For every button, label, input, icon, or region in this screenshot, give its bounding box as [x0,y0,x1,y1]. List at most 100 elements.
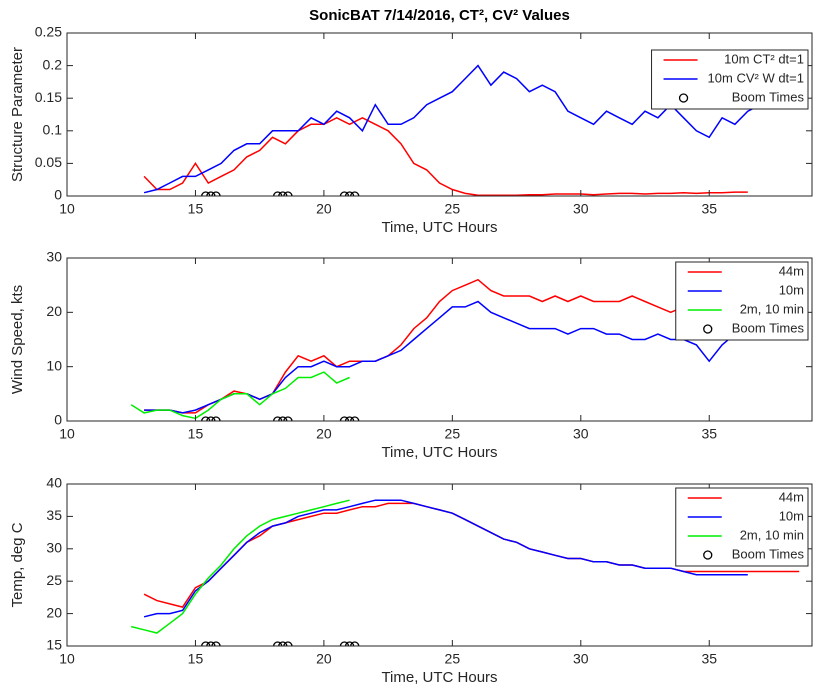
y-tick-label: 20 [46,604,62,620]
y-tick-label: 0.2 [43,56,63,72]
x-tick-label: 15 [188,201,204,217]
legend: 44m 10m 2m, 10 min Boom Times [675,261,809,341]
data-layer [143,64,761,196]
boom-marker [339,641,350,646]
boom-marker [339,416,350,421]
legend-label: 44m [779,489,804,504]
x-axis-label: Time, UTC Hours [381,444,497,461]
x-tick-label: 35 [701,651,717,667]
x-tick-label: 25 [445,651,461,667]
boom-marker [344,416,355,421]
x-tick-label: 15 [188,651,204,667]
boom-marker [206,416,216,421]
boom-marker [344,641,355,646]
series-line [131,499,350,634]
boom-marker [350,641,360,646]
boom-marker [344,191,355,196]
legend-marker [703,324,713,334]
y-axis-label: Structure Parameter [9,47,26,182]
legend-label: 2m, 10 min [740,527,804,542]
x-tick-label: 25 [445,426,461,442]
data-layer [130,278,736,421]
y-axis-label: Wind Speed, kts [9,285,26,394]
legend-box [675,261,809,341]
legend-marker [703,550,713,560]
legend: 10m CT² dt=1 10m CV² W dt=1 Boom Times [651,49,809,110]
y-tick-label: 0.15 [35,89,62,105]
data-layer [131,499,800,646]
x-axis-label: Time, UTC Hours [381,669,497,686]
y-tick-label: 25 [46,572,62,588]
x-tick-label: 20 [316,201,332,217]
boom-marker [283,191,293,196]
x-axis-label: Time, UTC Hours [381,219,497,236]
boom-marker [211,191,221,196]
axes-box [66,32,813,197]
legend-label: Boom Times [732,546,805,561]
boom-marker [273,641,283,646]
legend-label: Boom Times [732,320,805,335]
x-tick-label: 35 [701,426,717,442]
y-tick-label: 15 [46,637,62,653]
boom-marker [283,641,293,646]
y-tick-label: 0.25 [35,24,62,40]
x-tick-label: 10 [59,201,75,217]
boom-marker [201,641,211,646]
y-tick-label: 10 [46,357,62,373]
legend-label: 10m [779,508,804,523]
x-tick-label: 30 [573,651,589,667]
boom-marker [206,191,216,196]
legend-label: 10m [779,282,804,297]
legend-label: Boom Times [732,89,805,104]
boom-marker [206,641,216,646]
legend-label: 2m, 10 min [740,301,804,316]
series-line [144,278,736,414]
y-tick-label: 0.1 [43,122,63,138]
legend-label: 10m CV² W dt=1 [708,70,804,85]
legend: 44m 10m 2m, 10 min Boom Times [675,487,809,567]
series-line [143,116,748,196]
boom-marker [339,191,350,196]
y-tick-label: 35 [46,507,62,523]
x-tick-label: 20 [316,426,332,442]
x-tick-label: 30 [573,201,589,217]
x-tick-label: 35 [701,201,717,217]
boom-marker [211,416,221,421]
x-tick-label: 25 [445,201,461,217]
boom-marker [278,641,288,646]
y-tick-label: 0 [54,187,62,203]
x-tick-label: 15 [188,426,204,442]
axes-box [66,483,813,647]
y-axis-label: Temp, deg C [9,522,26,607]
subplot: SonicBAT 7/14/2016, CT², CV² Values 10 15 2… [9,7,813,236]
boom-marker [350,191,360,196]
series-line [130,371,350,420]
series-line [143,64,761,194]
x-tick-label: 10 [59,651,75,667]
boom-marker [283,416,293,421]
x-tick-label: 30 [573,426,589,442]
y-tick-label: 30 [46,249,62,265]
y-tick-label: 30 [46,540,62,556]
chart-title: SonicBAT 7/14/2016, CT², CV² Values [309,7,570,24]
y-tick-label: 0 [54,412,62,428]
legend-label: 10m CT² dt=1 [724,51,804,66]
boom-marker [278,416,288,421]
boom-marker [201,191,211,196]
x-tick-label: 10 [59,426,75,442]
legend-marker [678,93,689,103]
boom-marker [201,416,211,421]
x-tick-label: 20 [316,651,332,667]
series-line [143,499,748,618]
legend-label: 44m [779,263,804,278]
legend-box [675,487,809,567]
y-tick-label: 40 [46,475,62,491]
boom-marker [350,416,360,421]
boom-marker [278,191,288,196]
boom-marker [273,416,283,421]
y-tick-label: 0.05 [35,154,62,170]
